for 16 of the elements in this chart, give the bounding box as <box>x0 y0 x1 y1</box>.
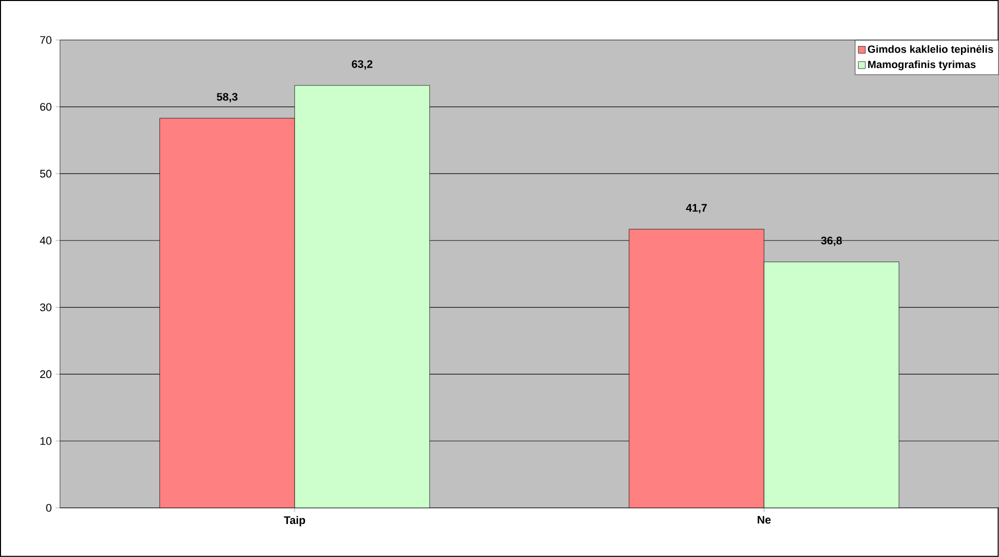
y-tick-label: 10 <box>40 437 52 445</box>
data-label: 58,3 <box>216 93 238 102</box>
y-tick-label: 60 <box>40 103 52 111</box>
y-tick-label: 50 <box>40 170 52 178</box>
y-tick-label: 30 <box>40 304 52 312</box>
legend-label: Mamografinis tyrimas <box>868 60 976 70</box>
data-label: 36,8 <box>821 236 842 246</box>
y-tick-label: 20 <box>40 370 52 378</box>
y-tick-label: 0 <box>46 504 52 512</box>
y-tick-label: 40 <box>40 236 52 244</box>
legend-label: Gimdos kaklelio tepinėlis <box>868 45 994 56</box>
data-label: 41,7 <box>686 204 707 214</box>
data-label: 63,2 <box>352 60 372 70</box>
x-tick-label: Ne <box>758 516 771 524</box>
x-tick-label: Taip <box>284 516 306 526</box>
y-tick-label: 70 <box>40 36 52 44</box>
